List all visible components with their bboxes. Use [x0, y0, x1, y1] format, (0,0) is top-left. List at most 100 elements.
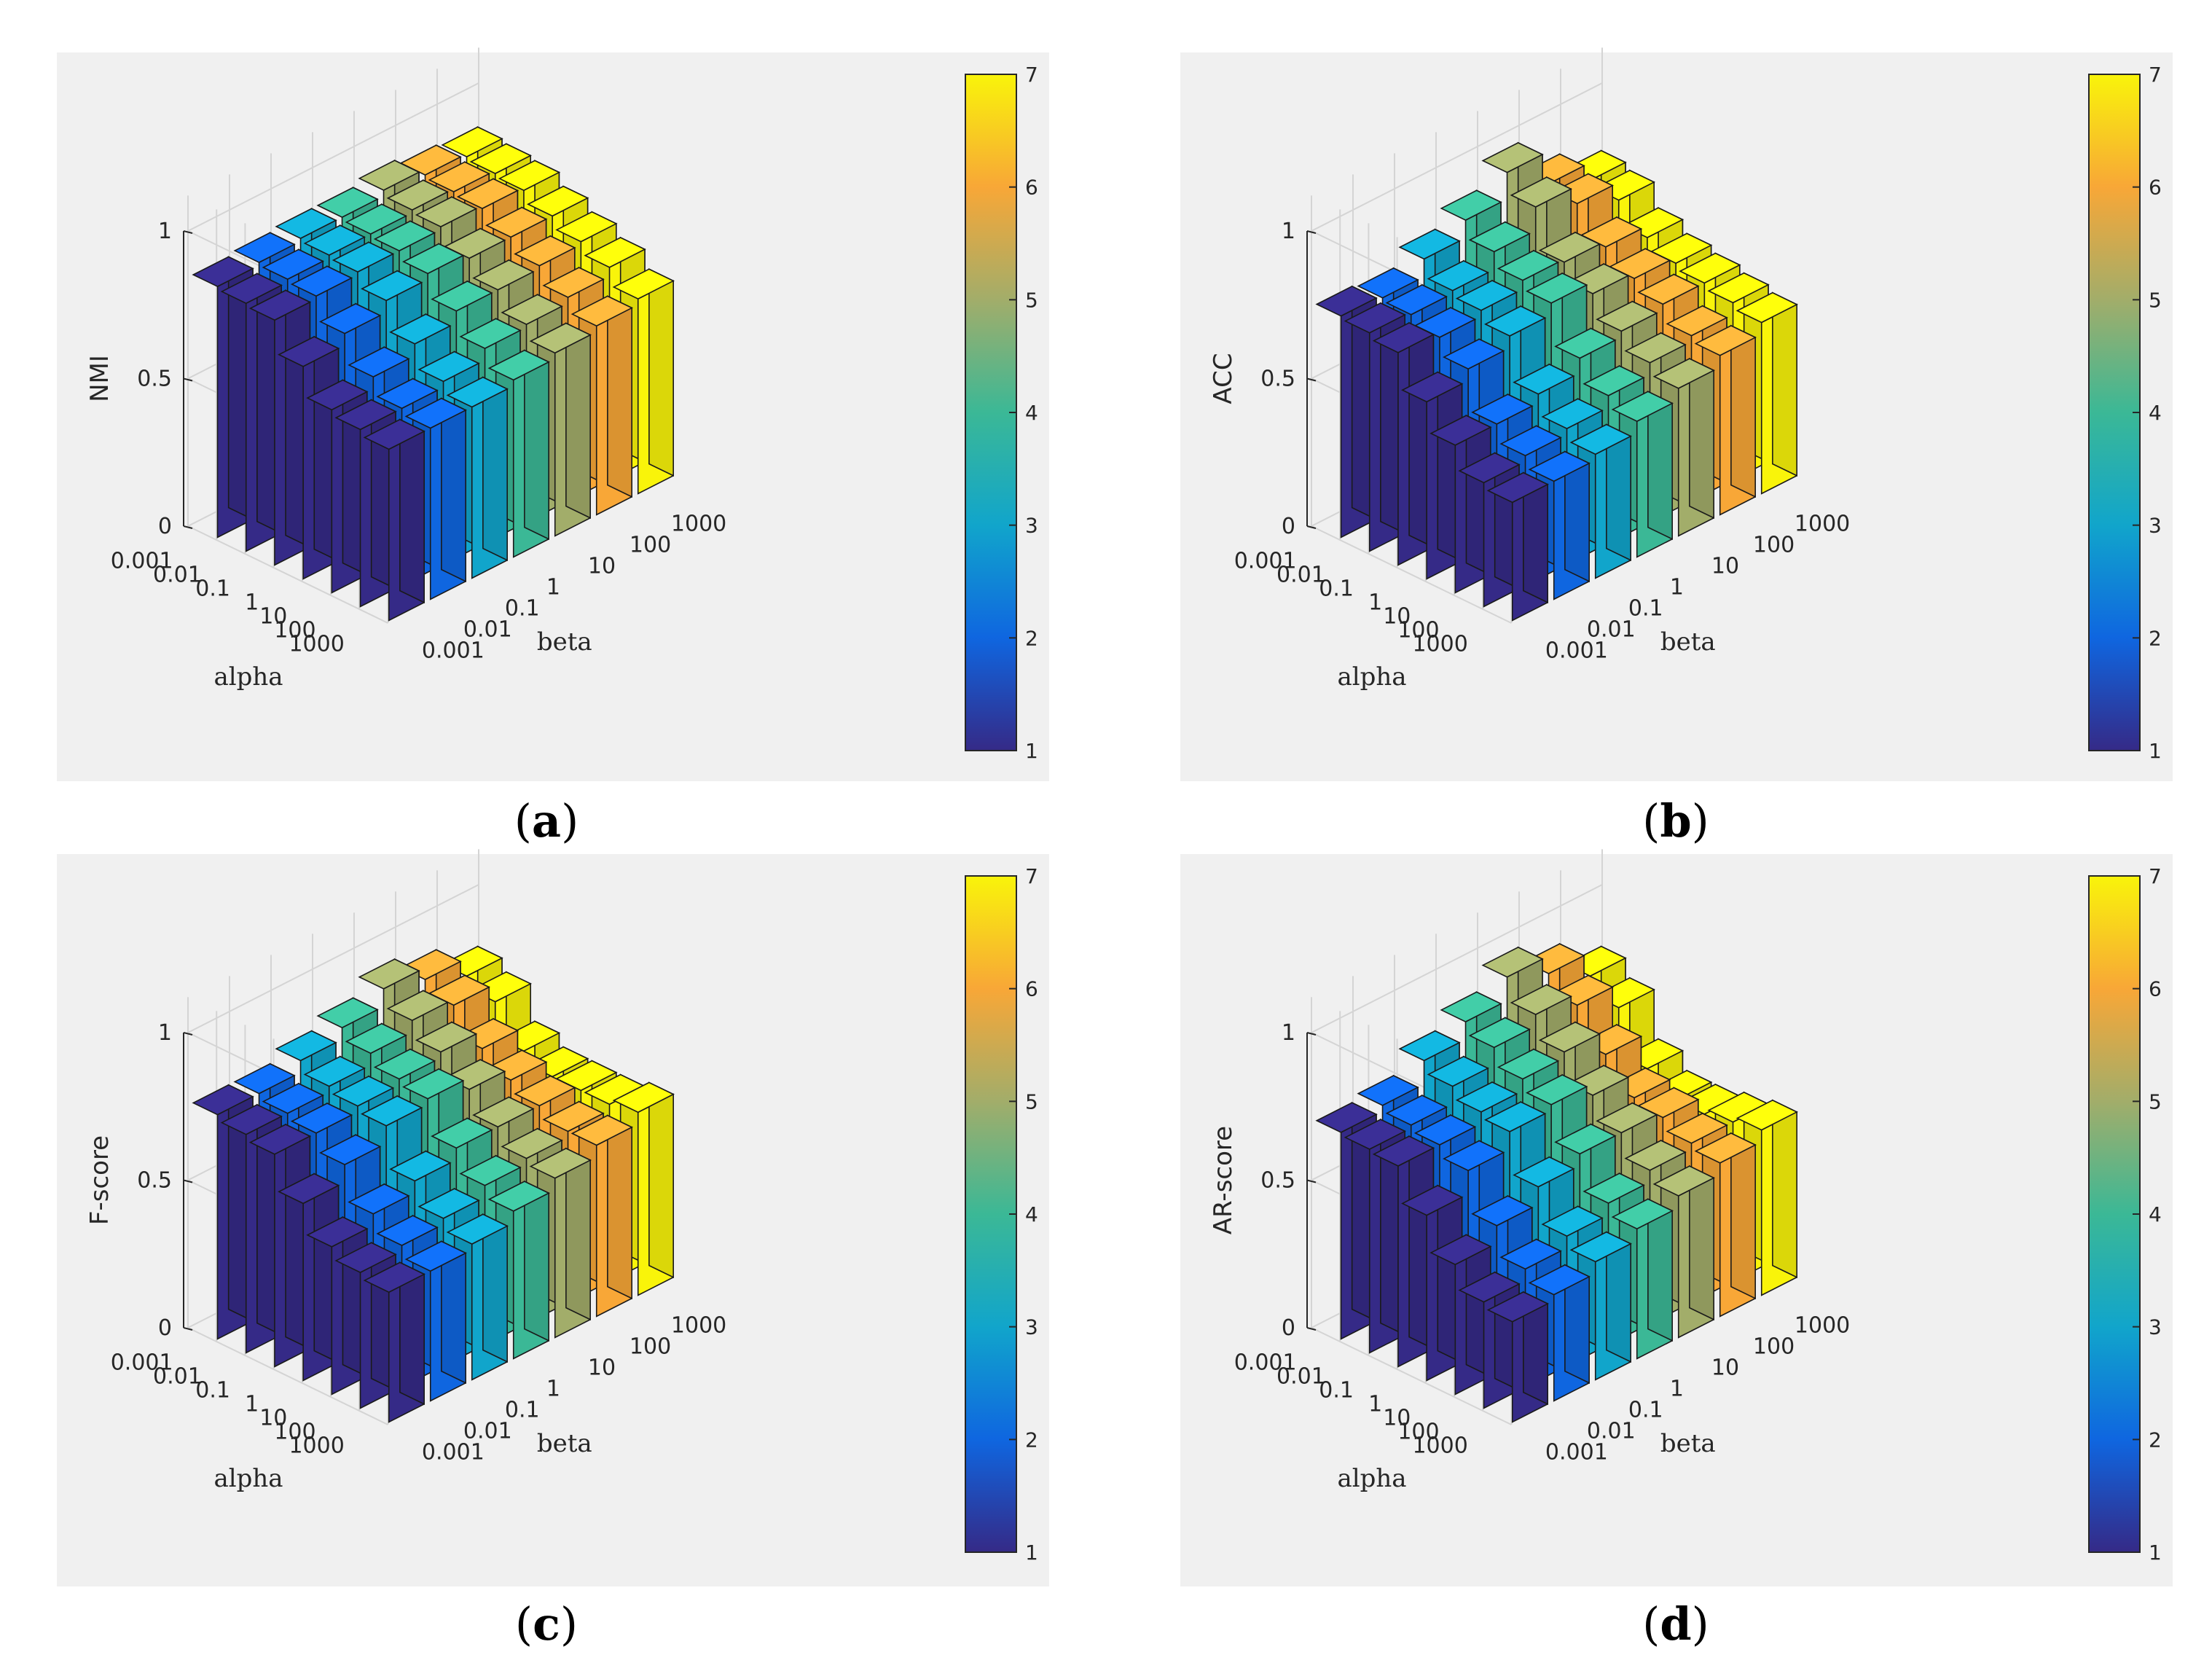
bar-side [1772, 291, 1797, 477]
bar-top [1427, 260, 1489, 291]
z-tick-label: 1 [1282, 219, 1295, 244]
colorbar: 1 2 3 4 5 6 7 [965, 63, 1038, 763]
bar [487, 349, 550, 558]
bar-top [1468, 221, 1531, 253]
alpha-tick-label: 0.01 [1276, 1364, 1325, 1390]
colorbar-tick-label: 7 [1025, 63, 1038, 87]
bar-top [345, 1022, 407, 1054]
bar-top [278, 1173, 340, 1205]
panel-caption: (a) [514, 794, 579, 848]
colorbar: 1 2 3 4 5 6 7 [2088, 864, 2162, 1565]
z-tick-label: 1 [158, 219, 172, 244]
bar-top [1401, 371, 1464, 403]
bar [612, 268, 675, 495]
colorbar-tick-label: 2 [2149, 626, 2162, 650]
colorbar-gradient [965, 875, 1017, 1553]
bar-top [612, 268, 675, 300]
bar-top [1372, 322, 1435, 353]
bar-top [1513, 364, 1575, 395]
bar [1528, 450, 1591, 600]
bar-top [1497, 249, 1560, 281]
bar [570, 295, 633, 516]
panel-caption: (c) [515, 1597, 578, 1651]
bar-top [233, 232, 296, 263]
bar [1315, 285, 1378, 539]
bar-top [529, 322, 592, 354]
alpha-tick-label: 10 [259, 604, 287, 630]
bar-top [316, 997, 379, 1029]
bar-top [1652, 1165, 1715, 1197]
bar-side [1689, 357, 1714, 520]
bar-top [373, 220, 436, 252]
alpha-tick-label: 100 [1397, 1420, 1439, 1445]
bar-top [446, 376, 509, 408]
bar-top [334, 1242, 397, 1273]
bar-top [1413, 1114, 1477, 1146]
bar [1569, 423, 1632, 579]
bar [1611, 391, 1674, 558]
colorbar-tick-label: 3 [1025, 1315, 1038, 1339]
bar-top [275, 208, 337, 239]
bar [1486, 471, 1549, 622]
bar-top [389, 1150, 452, 1182]
colorbar-tick-label: 5 [1025, 1089, 1038, 1114]
z-tick-mark [1306, 377, 1317, 382]
bar-top [1694, 325, 1757, 356]
bar [404, 1240, 467, 1402]
bar-top [361, 1095, 423, 1127]
bar-top [1554, 327, 1617, 359]
bar-top [376, 1215, 439, 1246]
colorbar-tick-label: 2 [1025, 626, 1038, 650]
bar [446, 376, 509, 579]
bar-top [363, 418, 425, 450]
beta-tick-label: 0.01 [463, 617, 512, 643]
bar-top [220, 1104, 283, 1135]
z-tick-label: 0 [158, 514, 172, 539]
alpha-tick-label: 0.01 [1276, 563, 1325, 588]
bar-side [565, 322, 591, 520]
bar-top [501, 1127, 563, 1159]
bar-top [1582, 1173, 1645, 1204]
bar-top [1736, 1099, 1798, 1131]
bar-top [220, 273, 283, 305]
bar-top [1481, 947, 1544, 978]
colorbar-gradient [2088, 875, 2141, 1553]
bar-top [1541, 1205, 1604, 1237]
alpha-tick-label: 0.001 [111, 1350, 173, 1376]
bar [446, 1213, 509, 1381]
alpha-tick-label: 1 [245, 1392, 259, 1417]
x-axis-label: alpha [214, 662, 283, 692]
colorbar-tick-label: 6 [1025, 977, 1038, 1001]
bar-top [428, 161, 490, 192]
colorbar-tick-label: 1 [2149, 1541, 2162, 1565]
colorbar-tick-label: 4 [1025, 1202, 1038, 1226]
bar-top [469, 143, 532, 175]
z-tick-mark [1306, 230, 1317, 234]
bar [487, 1180, 550, 1360]
bar-top [1429, 415, 1492, 446]
colorbar-tick-label: 1 [2149, 739, 2162, 763]
bar-top [404, 397, 467, 429]
bar-top [487, 1181, 550, 1212]
bar-top [334, 399, 397, 431]
beta-tick-label: 100 [1753, 1334, 1795, 1360]
bar-top [1481, 141, 1544, 173]
bar-top [358, 958, 420, 990]
bar-side [1772, 1099, 1797, 1279]
bar-top [1510, 176, 1572, 208]
alpha-tick-label: 1 [245, 590, 259, 616]
bar-top [1429, 1234, 1492, 1266]
bar-top [1458, 1271, 1521, 1303]
bar [529, 1147, 592, 1339]
bar-side [565, 1147, 591, 1321]
bar-top [363, 1261, 425, 1294]
alpha-tick-label: 10 [259, 1406, 287, 1431]
bar-side [648, 1081, 674, 1279]
bar [192, 1084, 254, 1340]
bar [612, 1081, 675, 1296]
bar-top [248, 289, 312, 321]
bar [1694, 324, 1757, 516]
z-tick-mark [183, 1179, 193, 1183]
